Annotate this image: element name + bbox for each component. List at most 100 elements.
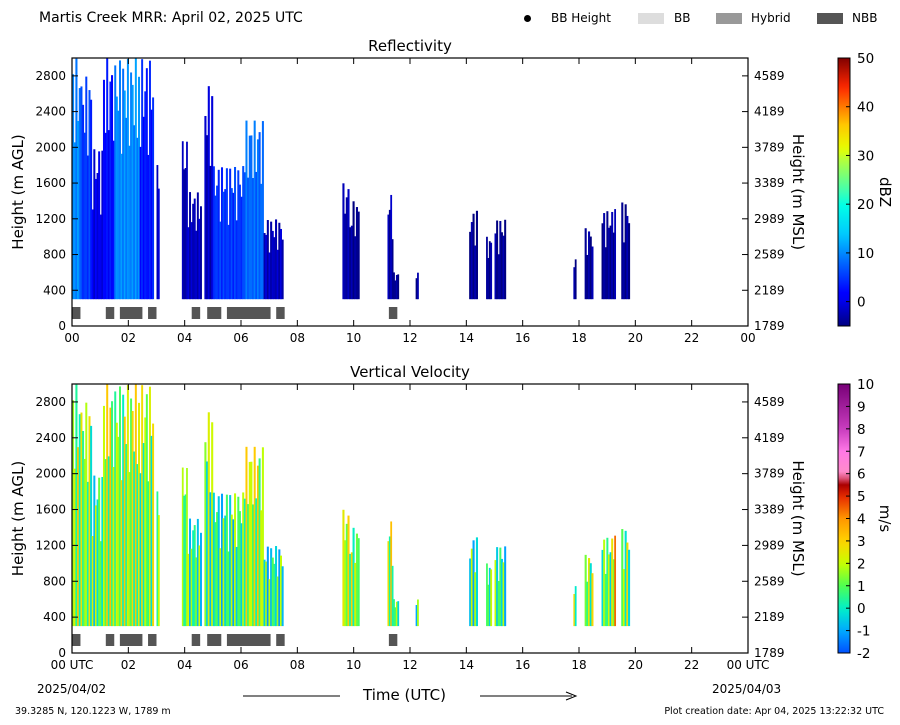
- nbb-block: [148, 307, 157, 319]
- echo-segment: [415, 599, 419, 627]
- y-axis-label-right: Height (m MSL): [789, 460, 807, 576]
- echo-segment: [601, 211, 614, 300]
- colorbar-tick-label: 4: [857, 512, 866, 528]
- echo-segment: [156, 491, 160, 627]
- colorbar-tick-label: 6: [857, 467, 866, 483]
- echo-segment: [187, 518, 202, 627]
- plot-frame: [71, 383, 749, 654]
- echo-segment: [350, 201, 360, 300]
- x-tick-label: 16: [515, 658, 530, 672]
- y-tick-label: 400: [43, 283, 66, 297]
- nbb-block: [72, 634, 81, 646]
- y-tick-label-right: 1789: [754, 319, 785, 333]
- echo-segment: [415, 272, 419, 300]
- x-tick-label: 02: [121, 331, 136, 345]
- echo-segment: [494, 546, 507, 627]
- y-tick-label-right: 1789: [754, 646, 785, 660]
- echo-field: [72, 58, 631, 300]
- y-axis-label-right: Height (m MSL): [789, 134, 807, 250]
- nbb-block: [119, 634, 143, 646]
- colorbar-tick-label: 10: [857, 377, 874, 393]
- legend-label: Hybrid: [751, 11, 791, 25]
- x-tick-label: 14: [459, 658, 474, 672]
- echo-segment: [80, 402, 93, 627]
- panel-title: Reflectivity: [368, 37, 452, 55]
- colorbar-tick-label: 40: [857, 100, 874, 116]
- colorbar-label: dBZ: [876, 177, 894, 207]
- y-tick-label-right: 4189: [754, 105, 785, 119]
- time-arrow-head: [565, 691, 578, 701]
- echo-segment: [469, 210, 478, 300]
- echo-segment: [621, 202, 631, 300]
- echo-segment: [393, 599, 400, 627]
- x-tick-label: 20: [628, 658, 643, 672]
- x-tick-label: 18: [571, 658, 586, 672]
- x-tick-label: 16: [515, 331, 530, 345]
- y-tick-label: 0: [58, 319, 66, 333]
- x-tick-label: 02: [121, 658, 136, 672]
- echo-segment: [102, 384, 115, 627]
- nbb-block: [105, 307, 115, 319]
- nbb-block: [105, 634, 115, 646]
- y-tick-label: 1600: [35, 503, 66, 517]
- echo-segment: [91, 475, 104, 627]
- echo-segment: [114, 58, 140, 300]
- colorbar-tick-label: 0: [857, 295, 866, 311]
- echo-segment: [469, 537, 478, 627]
- y-tick-label: 2400: [35, 431, 66, 445]
- y-axis-label: Height (m AGL): [9, 461, 27, 576]
- legend-label: BB: [674, 11, 691, 25]
- colorbar: [837, 57, 851, 327]
- x-tick-label: 06: [233, 658, 248, 672]
- x-tick-label: 08: [290, 658, 305, 672]
- x-tick-label: 22: [684, 658, 699, 672]
- echo-segment: [212, 166, 245, 300]
- y-tick-label: 400: [43, 610, 66, 624]
- echo-segment: [156, 165, 160, 300]
- echo-segment: [243, 120, 264, 300]
- x-tick-label: 10: [346, 331, 361, 345]
- echo-segment: [387, 194, 394, 300]
- x-tick-label: 18: [571, 331, 586, 345]
- y-tick-label-right: 2189: [754, 283, 785, 297]
- location-text: 39.3285 N, 120.1223 W, 1789 m: [15, 706, 171, 717]
- colorbar-tick-label: 7: [857, 444, 866, 460]
- echo-segment: [494, 219, 507, 300]
- y-tick-label-right: 2589: [754, 248, 785, 262]
- echo-segment: [72, 58, 81, 300]
- echo-segment: [204, 412, 214, 627]
- colorbar-label: m/s: [876, 505, 894, 533]
- y-tick-label: 1200: [35, 538, 66, 552]
- echo-segment: [601, 537, 614, 627]
- colorbar-tick-label: 3: [857, 534, 866, 550]
- echo-segment: [114, 384, 140, 627]
- echo-segment: [573, 259, 577, 300]
- echo-segment: [573, 586, 577, 627]
- echo-segment: [181, 141, 188, 300]
- bright-band-blocks: [72, 307, 398, 319]
- y-tick-label-right: 3389: [754, 503, 785, 517]
- y-tick-label: 2800: [35, 395, 66, 409]
- y-tick-label-right: 3789: [754, 467, 785, 481]
- legend-swatch: [716, 13, 742, 24]
- legend-label: BB Height: [551, 11, 611, 25]
- x-tick-label: 08: [290, 331, 305, 345]
- echo-segment: [91, 149, 104, 300]
- y-tick-label-right: 2989: [754, 212, 785, 226]
- x-tick-label: 14: [459, 331, 474, 345]
- x-tick-label: 06: [233, 331, 248, 345]
- legend-label: NBB: [852, 11, 878, 25]
- y-tick-label: 2000: [35, 467, 66, 481]
- plot-frame: [71, 57, 749, 327]
- legend-swatch: [638, 13, 664, 24]
- echo-segment: [80, 76, 93, 300]
- y-tick-label: 800: [43, 248, 66, 262]
- y-tick-label-right: 2989: [754, 538, 785, 552]
- echo-segment: [621, 529, 631, 627]
- echo-segment: [212, 492, 245, 627]
- x-tick-label: 04: [177, 658, 192, 672]
- echo-segment: [486, 236, 493, 300]
- nbb-block: [191, 307, 201, 319]
